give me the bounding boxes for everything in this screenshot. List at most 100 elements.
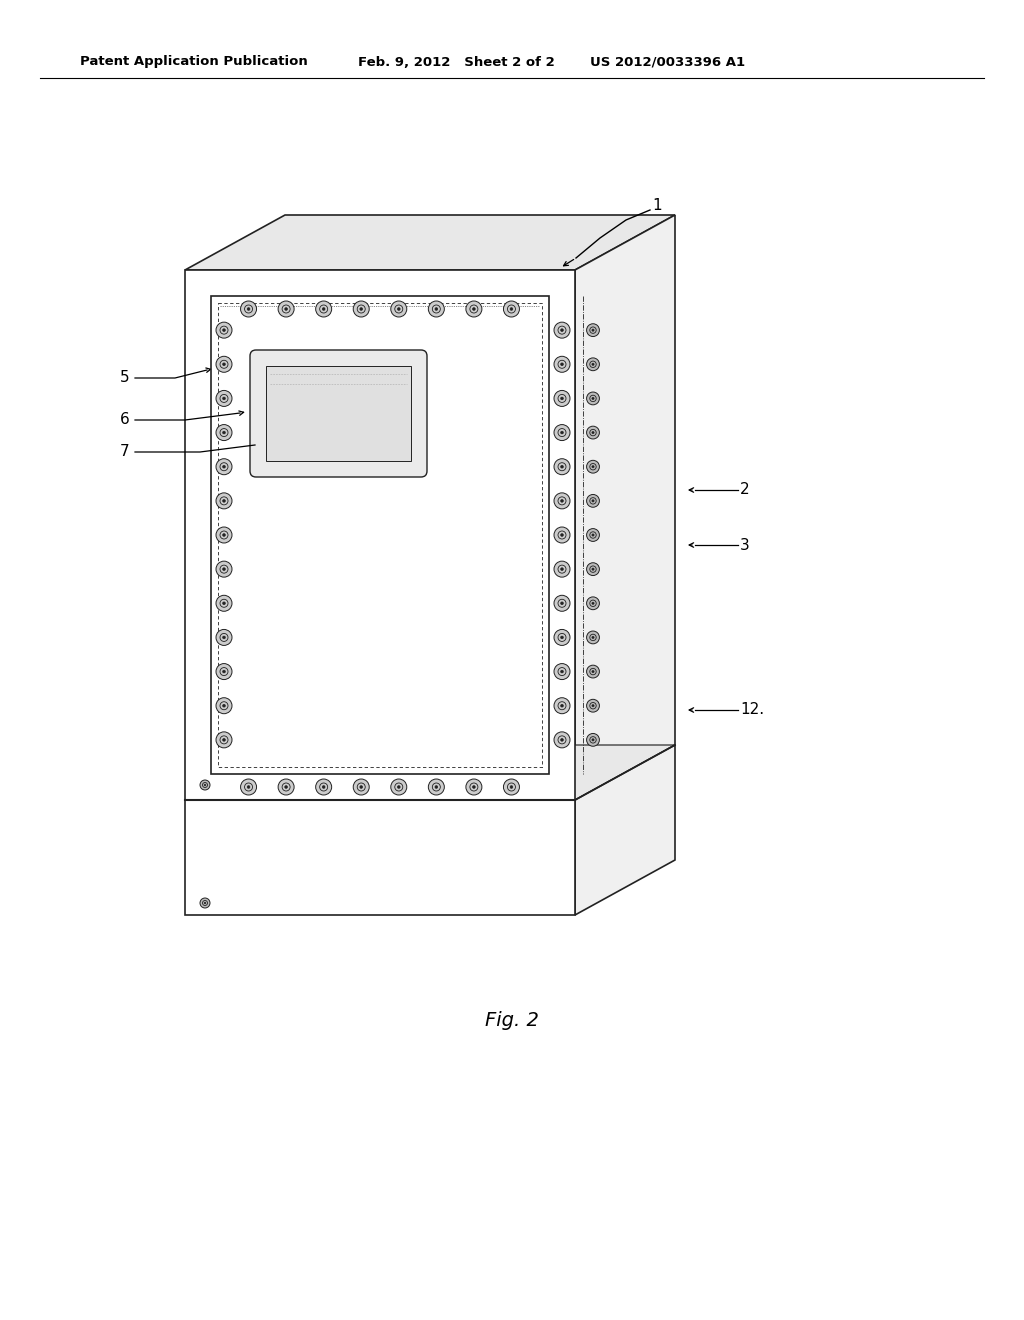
Circle shape xyxy=(216,391,232,407)
Circle shape xyxy=(222,671,225,673)
Text: Patent Application Publication: Patent Application Publication xyxy=(80,55,308,69)
Circle shape xyxy=(466,301,482,317)
Circle shape xyxy=(554,630,570,645)
Circle shape xyxy=(592,466,594,467)
Circle shape xyxy=(592,568,594,570)
Circle shape xyxy=(216,630,232,645)
Circle shape xyxy=(353,301,370,317)
Circle shape xyxy=(587,323,599,337)
Circle shape xyxy=(587,665,599,678)
Circle shape xyxy=(560,636,563,639)
Circle shape xyxy=(200,898,210,908)
Circle shape xyxy=(241,779,257,795)
Circle shape xyxy=(592,533,594,536)
Polygon shape xyxy=(185,744,675,800)
Circle shape xyxy=(592,602,594,605)
Circle shape xyxy=(554,731,570,748)
Circle shape xyxy=(216,356,232,372)
Circle shape xyxy=(510,308,513,310)
Circle shape xyxy=(222,397,225,400)
Circle shape xyxy=(222,432,225,434)
Circle shape xyxy=(554,492,570,508)
Circle shape xyxy=(279,301,294,317)
Circle shape xyxy=(216,527,232,543)
Text: Fig. 2: Fig. 2 xyxy=(485,1011,539,1030)
Circle shape xyxy=(560,329,563,331)
Circle shape xyxy=(222,705,225,708)
Text: Feb. 9, 2012   Sheet 2 of 2: Feb. 9, 2012 Sheet 2 of 2 xyxy=(358,55,555,69)
Circle shape xyxy=(222,602,225,605)
Circle shape xyxy=(222,466,225,469)
Circle shape xyxy=(592,705,594,706)
Text: 1: 1 xyxy=(652,198,662,213)
Circle shape xyxy=(472,785,475,788)
Circle shape xyxy=(587,631,599,644)
Circle shape xyxy=(560,705,563,708)
Circle shape xyxy=(435,785,437,788)
Circle shape xyxy=(285,785,288,788)
Circle shape xyxy=(204,902,206,904)
Circle shape xyxy=(247,785,250,788)
Circle shape xyxy=(435,308,437,310)
Text: 7: 7 xyxy=(120,445,130,459)
Circle shape xyxy=(587,597,599,610)
Circle shape xyxy=(397,308,400,310)
Circle shape xyxy=(560,363,563,366)
Circle shape xyxy=(216,731,232,748)
Circle shape xyxy=(554,527,570,543)
Circle shape xyxy=(587,461,599,473)
Circle shape xyxy=(323,785,325,788)
Circle shape xyxy=(216,561,232,577)
Circle shape xyxy=(285,308,288,310)
Circle shape xyxy=(397,785,400,788)
Circle shape xyxy=(323,308,325,310)
Circle shape xyxy=(216,664,232,680)
Circle shape xyxy=(428,301,444,317)
Circle shape xyxy=(247,308,250,310)
Circle shape xyxy=(592,432,594,434)
Circle shape xyxy=(554,595,570,611)
Circle shape xyxy=(504,779,519,795)
Circle shape xyxy=(587,528,599,541)
Text: 5: 5 xyxy=(120,371,130,385)
Circle shape xyxy=(554,425,570,441)
Polygon shape xyxy=(185,800,575,915)
Circle shape xyxy=(554,698,570,714)
Circle shape xyxy=(216,595,232,611)
Circle shape xyxy=(359,785,362,788)
Polygon shape xyxy=(575,744,675,915)
Circle shape xyxy=(592,363,594,366)
Circle shape xyxy=(504,301,519,317)
Polygon shape xyxy=(185,215,675,271)
Circle shape xyxy=(466,779,482,795)
Circle shape xyxy=(216,492,232,508)
Circle shape xyxy=(587,392,599,405)
Circle shape xyxy=(592,500,594,502)
Circle shape xyxy=(222,568,225,570)
Circle shape xyxy=(560,466,563,469)
Circle shape xyxy=(279,779,294,795)
Circle shape xyxy=(560,671,563,673)
Circle shape xyxy=(592,329,594,331)
Circle shape xyxy=(216,459,232,475)
Circle shape xyxy=(592,739,594,741)
Circle shape xyxy=(222,533,225,536)
Circle shape xyxy=(315,779,332,795)
Circle shape xyxy=(222,499,225,502)
Circle shape xyxy=(592,397,594,400)
Circle shape xyxy=(204,784,206,785)
Circle shape xyxy=(560,499,563,502)
Polygon shape xyxy=(185,271,575,800)
Circle shape xyxy=(560,602,563,605)
Circle shape xyxy=(560,568,563,570)
Bar xyxy=(266,366,411,461)
Text: US 2012/0033396 A1: US 2012/0033396 A1 xyxy=(590,55,745,69)
Circle shape xyxy=(554,561,570,577)
Circle shape xyxy=(587,426,599,440)
Circle shape xyxy=(554,459,570,475)
Circle shape xyxy=(428,779,444,795)
Circle shape xyxy=(472,308,475,310)
Circle shape xyxy=(200,780,210,789)
Circle shape xyxy=(560,533,563,536)
Bar xyxy=(211,296,549,774)
